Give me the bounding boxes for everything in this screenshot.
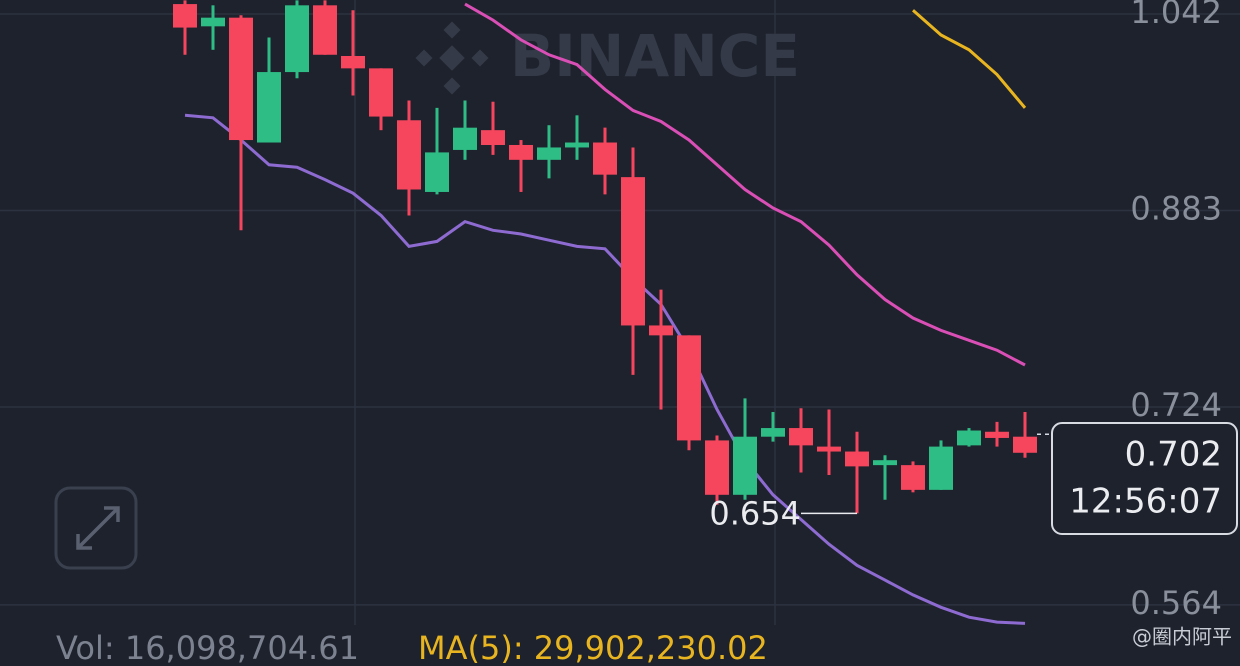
countdown: 12:56:07 <box>1069 482 1222 522</box>
candle-body <box>509 144 533 160</box>
candle-body <box>593 142 617 175</box>
price-box <box>1051 422 1238 535</box>
watermark-logo <box>415 21 489 95</box>
candle-body <box>761 428 785 437</box>
candle-body <box>257 72 281 143</box>
candle-body <box>453 127 477 150</box>
candle-body <box>957 430 981 446</box>
candle-body <box>789 428 813 446</box>
candle-body <box>845 451 869 467</box>
candle-body <box>677 335 701 441</box>
candle-body <box>369 68 393 117</box>
last-price: 0.702 <box>1125 435 1222 475</box>
y-tick-label: 1.042 <box>1130 0 1222 31</box>
candle-body <box>705 440 729 495</box>
candle-body <box>621 177 645 326</box>
candle-body <box>985 431 1009 438</box>
volume-label: Vol: 16,098,704.61 <box>56 629 359 666</box>
low-label: 0.654 <box>709 494 801 532</box>
candle-body <box>901 465 925 490</box>
y-tick-label: 0.883 <box>1130 190 1222 228</box>
candle-body <box>873 460 897 466</box>
ma-label: MA(5): 29,902,230.02 <box>418 629 768 666</box>
candle-body <box>229 17 253 141</box>
expand-button[interactable] <box>54 486 138 570</box>
ma-line <box>464 2 1026 367</box>
candle-body <box>285 5 309 73</box>
ma-line <box>912 9 1027 109</box>
candle-body <box>733 436 757 495</box>
candle-body <box>481 130 505 145</box>
candle-body <box>341 55 365 69</box>
credit: @圈内阿平 <box>1132 625 1232 649</box>
candle-body <box>397 120 421 190</box>
y-tick-label: 0.724 <box>1130 386 1222 424</box>
ma-line <box>184 113 1026 625</box>
candle-body <box>649 325 673 336</box>
candle-body <box>1013 436 1037 453</box>
y-tick-label: 0.564 <box>1130 584 1222 622</box>
candle-body <box>929 446 953 490</box>
candle-body <box>565 142 589 148</box>
candle-body <box>817 446 841 452</box>
candle-body <box>173 4 197 28</box>
candle-body <box>425 152 449 192</box>
candle-body <box>537 147 561 160</box>
candle-body <box>201 17 225 27</box>
watermark: BINANCE <box>510 22 800 90</box>
candle-body <box>313 5 337 55</box>
